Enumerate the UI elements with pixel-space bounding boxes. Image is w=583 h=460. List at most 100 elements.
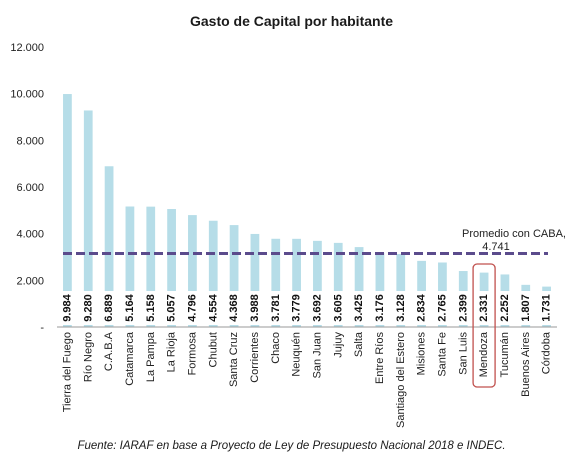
category-label: Buenos Aires: [520, 332, 532, 397]
data-label: 3.692: [311, 294, 323, 322]
data-label-box: [498, 291, 512, 325]
data-label-box: [206, 291, 220, 325]
bar: [83, 110, 93, 327]
data-label: 2.399: [457, 294, 469, 322]
bar: [271, 238, 281, 327]
data-label-box: [310, 291, 324, 325]
reference-line-value: 4.741: [482, 241, 510, 253]
data-label-box: [102, 291, 116, 325]
bar: [167, 209, 176, 327]
data-label: 9.280: [82, 294, 94, 322]
data-label: 2.331: [478, 294, 490, 322]
bar: [313, 240, 322, 327]
category-label: Tucumán: [499, 332, 511, 377]
data-label: 6.889: [103, 294, 115, 322]
category-label: Jujuy: [332, 332, 344, 358]
chart-title: Gasto de Capital por habitante: [189, 13, 394, 29]
data-label: 3.176: [374, 294, 386, 322]
data-label-box: [519, 291, 533, 325]
data-label: 2.765: [436, 294, 448, 322]
bar: [125, 206, 135, 327]
bar: [396, 254, 406, 327]
data-label-box: [331, 291, 345, 325]
category-label: San Luis: [457, 332, 469, 375]
category-label: Catamarca: [124, 331, 136, 386]
data-label-box: [60, 291, 74, 325]
category-label: Formosa: [186, 331, 198, 375]
data-label-box: [352, 291, 366, 325]
category-label: Entre Ríos: [374, 332, 386, 384]
data-label: 3.781: [270, 294, 282, 322]
bar: [146, 206, 156, 327]
category-label: La Rioja: [166, 331, 178, 372]
data-label-box: [477, 291, 491, 325]
category-label: Santa Fe: [436, 332, 448, 377]
data-label: 3.425: [353, 294, 365, 322]
data-label: 4.554: [207, 293, 219, 321]
bar: [354, 247, 364, 327]
data-label: 1.807: [520, 294, 532, 322]
data-label: 1.731: [541, 294, 553, 322]
y-tick-label: 6.000: [16, 182, 44, 194]
bar: [375, 252, 385, 327]
data-label: 5.164: [124, 293, 136, 321]
category-label: Misiones: [416, 332, 428, 376]
bar: [188, 215, 197, 327]
data-label-box: [373, 291, 387, 325]
category-label: Mendoza: [478, 331, 490, 377]
data-label-box: [185, 291, 199, 325]
data-label: 2.252: [499, 294, 511, 322]
data-label-box: [415, 291, 429, 325]
data-label: 3.128: [395, 294, 407, 322]
data-label-box: [248, 291, 262, 325]
category-label: San Juan: [311, 332, 323, 378]
bar: [104, 166, 114, 327]
bar: [250, 233, 260, 327]
bar: [208, 220, 218, 327]
data-label-box: [123, 291, 137, 325]
y-tick-label: 8.000: [16, 135, 44, 147]
category-label: Chubut: [207, 332, 219, 367]
y-tick-label: 10.000: [10, 89, 44, 101]
data-label-box: [290, 291, 304, 325]
category-label: Santa Cruz: [228, 332, 240, 387]
data-label: 2.834: [416, 293, 428, 321]
data-label-box: [165, 291, 179, 325]
data-label-box: [269, 291, 283, 325]
data-label: 3.779: [291, 294, 303, 322]
data-label-box: [81, 291, 95, 325]
data-label: 4.796: [186, 294, 198, 322]
data-label: 3.605: [332, 294, 344, 322]
data-label: 5.057: [166, 294, 178, 322]
highlight-box: [472, 263, 496, 388]
data-label: 9.984: [61, 293, 73, 321]
category-label: Río Negro: [82, 332, 94, 382]
category-label: Santiago del Estero: [395, 332, 407, 428]
data-label-box: [394, 291, 408, 325]
category-label: Tierra del Fuego: [61, 332, 73, 412]
data-label: 5.158: [145, 294, 157, 322]
category-label: C.A.B.A: [103, 331, 115, 371]
category-label: Corrientes: [249, 332, 261, 383]
category-label: Córdoba: [541, 331, 553, 374]
reference-line-label: Promedio con CABA,: [462, 228, 566, 240]
data-label: 4.368: [228, 294, 240, 322]
category-label: Chaco: [270, 332, 282, 364]
category-label: Salta: [353, 331, 365, 357]
data-label-box: [540, 291, 554, 325]
source-note: Fuente: IARAF en base a Proyecto de Ley …: [77, 440, 506, 452]
bar: [292, 238, 301, 327]
data-label-box: [227, 291, 241, 325]
data-label: 3.988: [249, 294, 261, 322]
y-tick-label: -: [40, 322, 44, 334]
data-label-box: [144, 291, 158, 325]
y-tick-label: 4.000: [16, 229, 44, 241]
data-label-box: [456, 291, 470, 325]
data-label-box: [435, 291, 449, 325]
category-label: Neuquén: [291, 332, 303, 377]
y-tick-label: 2.000: [16, 275, 44, 287]
bar: [63, 94, 72, 327]
category-label: La Pampa: [145, 331, 157, 382]
bar: [229, 225, 239, 327]
